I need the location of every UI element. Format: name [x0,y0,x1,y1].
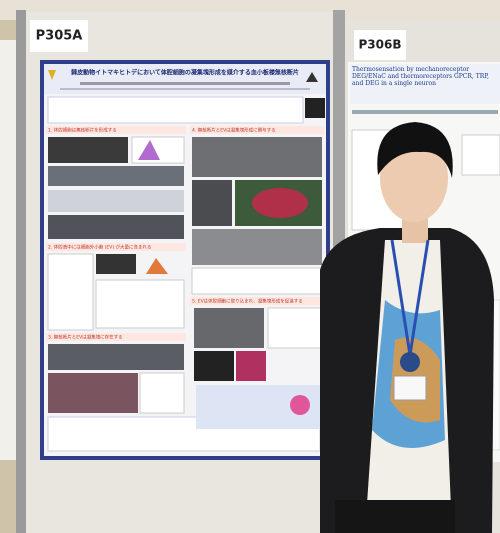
figure [48,373,138,413]
affiliations [60,88,310,90]
figure [236,351,266,381]
section-bar [190,126,324,134]
qr-code [305,98,325,118]
frame-post [16,10,26,533]
figure [48,166,184,186]
figure [48,190,184,212]
figure [146,258,168,274]
figure [252,188,308,218]
text-block [139,372,185,414]
poster-title-box: Thermosensation by mechanoreceptor DEG/E… [352,66,489,87]
board-label: P305A [36,29,83,44]
figure [192,137,322,177]
logo [48,70,56,80]
person [320,122,494,533]
figure [95,279,185,329]
poster-title: 棘皮動物イトマキヒトデにおいて体腔細胞の凝集塊形成を媒介する血小板様無核断片 [71,69,299,77]
name-badge [393,375,427,401]
section-bar [46,126,186,134]
poster-title: Thermosensation by mechanoreceptor DEG/E… [352,66,489,87]
section-title: 2. 体腔液中には細胞外小胞 (EV) が大量に含まれる [48,244,152,251]
section-bar [190,297,324,305]
poster-header [350,64,500,104]
section-title: 4. 無核断片とEVは凝集塊形成に関与する [192,127,276,134]
text-block [191,267,323,295]
figure [48,137,128,163]
figure [194,308,264,348]
figure [194,351,234,381]
board-label-box [354,30,406,60]
section-title: 3. 無核断片とEVは凝集塊に存在する [48,334,123,341]
badge-pin [400,352,420,372]
figure [96,254,136,274]
text-block [47,253,94,331]
figure [138,140,160,160]
authors [352,110,498,114]
section-title: 5. EVは体腔細胞に取り込まれ、凝集塊形成を促進する [192,298,303,305]
figure [192,180,232,226]
section-bar [46,243,186,251]
hair [377,122,453,178]
neighbor-poster [0,40,16,460]
pants [335,500,455,533]
authors [80,82,290,85]
figure [48,215,184,239]
figure [48,344,184,370]
abstract [47,96,304,124]
logo [306,72,318,82]
section-bar [46,333,186,341]
section-title: 1. 体腔細胞は無核断片を形成する [48,127,117,134]
left-poster: 棘皮動物イトマキヒトデにおいて体腔細胞の凝集塊形成を媒介する血小板様無核断片 1… [40,60,330,460]
diagram [290,395,310,415]
figure [267,307,323,349]
board-label-box [30,20,88,52]
figure [192,229,322,265]
board-label: P306B [359,38,402,52]
figure [461,134,500,176]
